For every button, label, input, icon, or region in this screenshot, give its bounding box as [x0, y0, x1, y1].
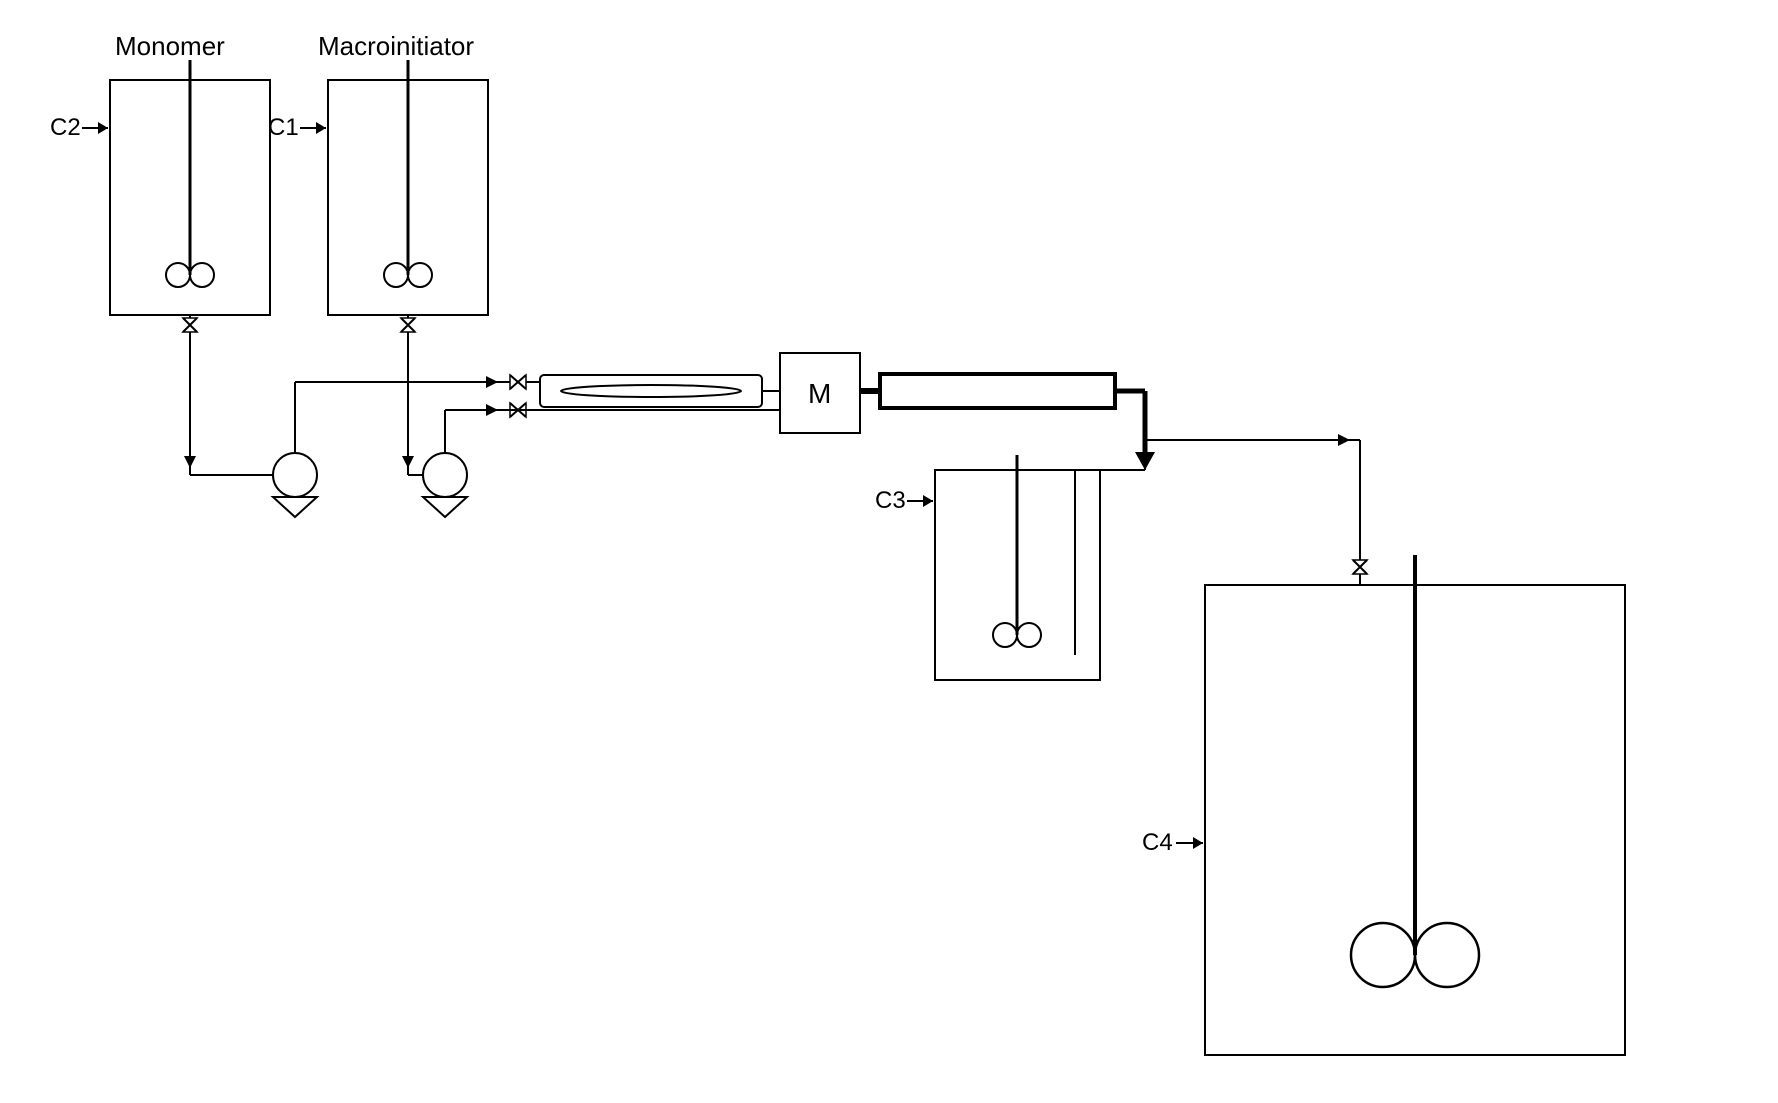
heater	[540, 375, 780, 407]
tank-c4	[1205, 555, 1625, 1055]
pump-2	[423, 410, 467, 517]
monomer-title: Monomer	[115, 31, 225, 61]
mixer-label: M	[808, 378, 831, 409]
pump-1	[273, 410, 317, 517]
output-pipe	[860, 374, 1115, 408]
valve-upper	[510, 375, 526, 389]
c3-arrow-head	[923, 495, 933, 507]
macro-outlet-piping	[402, 332, 423, 475]
c2-arrow-head	[98, 122, 108, 134]
tank-macroinitiator	[328, 60, 488, 332]
c2-label: C2	[50, 114, 81, 141]
c3-label: C3	[875, 487, 906, 514]
c1-label: C1	[268, 114, 299, 141]
c4-arrow-head	[1193, 837, 1203, 849]
valve-c4-inlet	[1353, 560, 1367, 574]
tank-c3	[935, 455, 1100, 680]
c1-arrow-head	[316, 122, 326, 134]
macroinitiator-title: Macroinitiator	[318, 31, 474, 61]
line-pump2-to-mixer	[445, 403, 780, 417]
line-pump1-to-heater	[295, 375, 540, 410]
tank-monomer	[110, 60, 270, 332]
monomer-outlet-piping	[184, 332, 273, 475]
process-diagram: Monomer C2 Macroinitiator C1	[0, 0, 1778, 1103]
c4-label: C4	[1142, 829, 1173, 856]
mixer: M	[780, 353, 860, 433]
pipe-to-c3	[1115, 391, 1155, 470]
